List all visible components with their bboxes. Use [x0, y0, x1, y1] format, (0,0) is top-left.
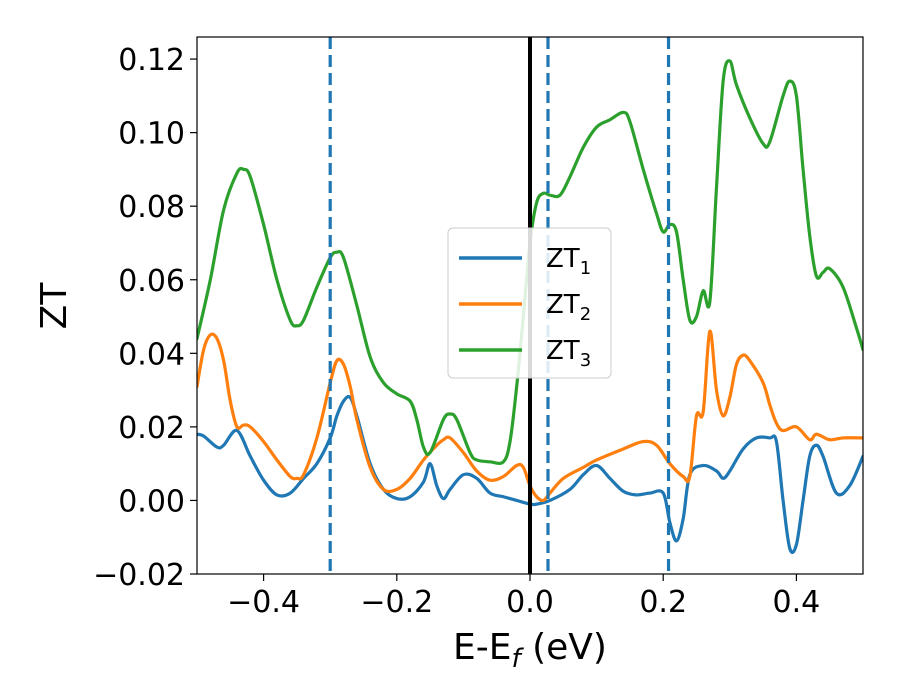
y-tick-label: 0.04: [118, 337, 185, 372]
x-tick-label: 0.4: [773, 585, 821, 620]
legend-label: ZT2: [546, 290, 591, 325]
legend-label: ZT1: [546, 244, 591, 279]
y-tick-label: 0.02: [118, 411, 185, 446]
legend-box: [447, 227, 612, 379]
y-tick-label: 0.12: [118, 43, 185, 78]
y-tick-label: 0.10: [118, 117, 185, 152]
series-line-1: [197, 394, 863, 555]
x-tick-label: −0.2: [360, 585, 433, 620]
series-line-2: [197, 329, 863, 503]
y-tick-label: 0.08: [118, 190, 185, 225]
x-tick-label: 0.2: [639, 585, 687, 620]
y-tick-label: 0.06: [118, 264, 185, 299]
x-axis-label: E-Ef (eV): [453, 627, 607, 674]
x-tick-label: −0.4: [227, 585, 300, 620]
x-tick-label: 0.0: [506, 585, 554, 620]
y-axis-label: ZT: [34, 282, 75, 330]
y-axis: −0.02 0.00 0.02 0.04 0.06 0.08 0.10 0.12: [93, 43, 197, 593]
y-tick-label: −0.02: [93, 558, 185, 593]
plot-area: [197, 37, 863, 574]
legend-label: ZT3: [546, 336, 591, 371]
y-tick-label: 0.00: [118, 484, 185, 519]
legend: ZT1 ZT2 ZT3: [447, 227, 612, 379]
x-axis: −0.4 −0.2 0.0 0.2 0.4: [227, 574, 820, 620]
